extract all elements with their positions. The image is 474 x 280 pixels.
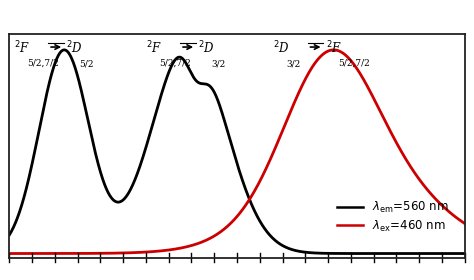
Legend: $\lambda_{\rm em}$=560 nm, $\lambda_{\rm ex}$=460 nm: $\lambda_{\rm em}$=560 nm, $\lambda_{\rm…: [332, 195, 454, 238]
Text: $^2$F: $^2$F: [146, 40, 162, 57]
Text: 5/2,7/2: 5/2,7/2: [159, 59, 191, 68]
Text: $^2$F: $^2$F: [326, 40, 342, 57]
Text: 3/2: 3/2: [211, 59, 225, 68]
Text: $^2$F: $^2$F: [14, 40, 30, 57]
Text: $^2$D: $^2$D: [273, 40, 290, 57]
Text: 5/2,7/2: 5/2,7/2: [338, 59, 370, 68]
Text: $^2$D: $^2$D: [66, 40, 83, 57]
Text: $^2$D: $^2$D: [198, 40, 215, 57]
Text: 5/2: 5/2: [79, 59, 93, 68]
Text: 3/2: 3/2: [286, 59, 301, 68]
Text: 5/2,7/2: 5/2,7/2: [27, 59, 58, 68]
